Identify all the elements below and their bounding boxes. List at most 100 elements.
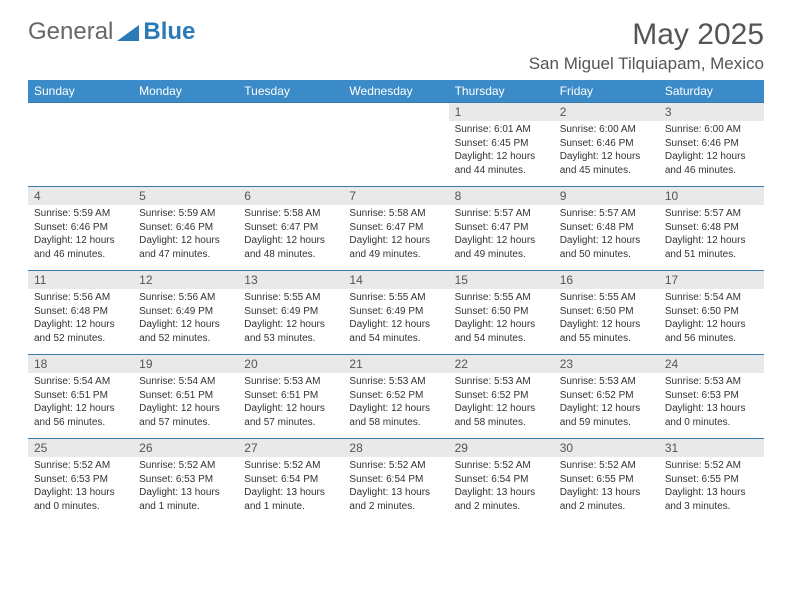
sunset-text: Sunset: 6:55 PM [560, 473, 653, 487]
sunset-text: Sunset: 6:50 PM [455, 305, 548, 319]
day-info: Sunrise: 5:52 AMSunset: 6:55 PMDaylight:… [659, 457, 764, 517]
calendar-cell: 14Sunrise: 5:55 AMSunset: 6:49 PMDayligh… [343, 271, 448, 355]
day-info: Sunrise: 5:55 AMSunset: 6:49 PMDaylight:… [343, 289, 448, 349]
day-number: 23 [554, 355, 659, 373]
day-info: Sunrise: 5:54 AMSunset: 6:51 PMDaylight:… [133, 373, 238, 433]
day-number: 4 [28, 187, 133, 205]
calendar-cell: 18Sunrise: 5:54 AMSunset: 6:51 PMDayligh… [28, 355, 133, 439]
day-number: 18 [28, 355, 133, 373]
month-title: May 2025 [529, 18, 764, 52]
sunrise-text: Sunrise: 6:00 AM [665, 123, 758, 137]
day-info: Sunrise: 5:57 AMSunset: 6:48 PMDaylight:… [554, 205, 659, 265]
sunrise-text: Sunrise: 5:57 AM [560, 207, 653, 221]
day-info: Sunrise: 5:52 AMSunset: 6:53 PMDaylight:… [28, 457, 133, 517]
day-info: Sunrise: 5:56 AMSunset: 6:49 PMDaylight:… [133, 289, 238, 349]
calendar-cell: 1Sunrise: 6:01 AMSunset: 6:45 PMDaylight… [449, 103, 554, 187]
sunrise-text: Sunrise: 5:54 AM [665, 291, 758, 305]
calendar-cell: 5Sunrise: 5:59 AMSunset: 6:46 PMDaylight… [133, 187, 238, 271]
day-info: Sunrise: 5:57 AMSunset: 6:47 PMDaylight:… [449, 205, 554, 265]
day-number: 6 [238, 187, 343, 205]
day-number: 22 [449, 355, 554, 373]
calendar-cell: 4Sunrise: 5:59 AMSunset: 6:46 PMDaylight… [28, 187, 133, 271]
header: General Blue May 2025 San Miguel Tilquia… [28, 18, 764, 74]
sunrise-text: Sunrise: 5:58 AM [244, 207, 337, 221]
sunset-text: Sunset: 6:48 PM [34, 305, 127, 319]
day-number: 12 [133, 271, 238, 289]
sunset-text: Sunset: 6:48 PM [665, 221, 758, 235]
day-info: Sunrise: 5:55 AMSunset: 6:50 PMDaylight:… [554, 289, 659, 349]
day-info: Sunrise: 5:55 AMSunset: 6:50 PMDaylight:… [449, 289, 554, 349]
sunrise-text: Sunrise: 5:52 AM [560, 459, 653, 473]
sunset-text: Sunset: 6:46 PM [665, 137, 758, 151]
sunset-text: Sunset: 6:48 PM [560, 221, 653, 235]
title-block: May 2025 San Miguel Tilquiapam, Mexico [529, 18, 764, 74]
day-number: 8 [449, 187, 554, 205]
day-number: 10 [659, 187, 764, 205]
day-header: Wednesday [343, 80, 448, 103]
day-number: 26 [133, 439, 238, 457]
calendar-cell: 29Sunrise: 5:52 AMSunset: 6:54 PMDayligh… [449, 439, 554, 523]
day-info: Sunrise: 5:53 AMSunset: 6:52 PMDaylight:… [554, 373, 659, 433]
logo-text-general: General [28, 18, 113, 46]
day-header: Saturday [659, 80, 764, 103]
daylight-text: Daylight: 12 hours and 50 minutes. [560, 234, 653, 261]
day-info: Sunrise: 5:59 AMSunset: 6:46 PMDaylight:… [133, 205, 238, 265]
day-number: 2 [554, 103, 659, 121]
sunset-text: Sunset: 6:47 PM [455, 221, 548, 235]
day-number: 30 [554, 439, 659, 457]
daylight-text: Daylight: 13 hours and 2 minutes. [560, 486, 653, 513]
calendar-cell: 6Sunrise: 5:58 AMSunset: 6:47 PMDaylight… [238, 187, 343, 271]
sunset-text: Sunset: 6:45 PM [455, 137, 548, 151]
day-info: Sunrise: 6:01 AMSunset: 6:45 PMDaylight:… [449, 121, 554, 181]
calendar-cell: 28Sunrise: 5:52 AMSunset: 6:54 PMDayligh… [343, 439, 448, 523]
sunrise-text: Sunrise: 5:53 AM [455, 375, 548, 389]
calendar-cell: 22Sunrise: 5:53 AMSunset: 6:52 PMDayligh… [449, 355, 554, 439]
calendar-cell: 27Sunrise: 5:52 AMSunset: 6:54 PMDayligh… [238, 439, 343, 523]
calendar-cell: 25Sunrise: 5:52 AMSunset: 6:53 PMDayligh… [28, 439, 133, 523]
day-info: Sunrise: 5:52 AMSunset: 6:54 PMDaylight:… [449, 457, 554, 517]
calendar-cell: 23Sunrise: 5:53 AMSunset: 6:52 PMDayligh… [554, 355, 659, 439]
daylight-text: Daylight: 13 hours and 0 minutes. [665, 402, 758, 429]
day-number: 11 [28, 271, 133, 289]
calendar-cell: 9Sunrise: 5:57 AMSunset: 6:48 PMDaylight… [554, 187, 659, 271]
sunrise-text: Sunrise: 5:53 AM [349, 375, 442, 389]
calendar-cell: 8Sunrise: 5:57 AMSunset: 6:47 PMDaylight… [449, 187, 554, 271]
sunrise-text: Sunrise: 5:55 AM [455, 291, 548, 305]
day-header: Monday [133, 80, 238, 103]
day-info: Sunrise: 5:57 AMSunset: 6:48 PMDaylight:… [659, 205, 764, 265]
sunrise-text: Sunrise: 5:53 AM [560, 375, 653, 389]
sunset-text: Sunset: 6:55 PM [665, 473, 758, 487]
sunrise-text: Sunrise: 5:52 AM [34, 459, 127, 473]
sunrise-text: Sunrise: 5:52 AM [139, 459, 232, 473]
logo-triangle-icon [117, 23, 139, 41]
sunset-text: Sunset: 6:50 PM [665, 305, 758, 319]
daylight-text: Daylight: 13 hours and 3 minutes. [665, 486, 758, 513]
daylight-text: Daylight: 12 hours and 49 minutes. [455, 234, 548, 261]
daylight-text: Daylight: 12 hours and 59 minutes. [560, 402, 653, 429]
sunrise-text: Sunrise: 5:54 AM [34, 375, 127, 389]
day-number: 20 [238, 355, 343, 373]
day-info: Sunrise: 6:00 AMSunset: 6:46 PMDaylight:… [554, 121, 659, 181]
day-info: Sunrise: 5:53 AMSunset: 6:52 PMDaylight:… [343, 373, 448, 433]
daylight-text: Daylight: 12 hours and 57 minutes. [244, 402, 337, 429]
calendar-cell [28, 103, 133, 187]
daylight-text: Daylight: 12 hours and 46 minutes. [665, 150, 758, 177]
calendar-cell [133, 103, 238, 187]
sunset-text: Sunset: 6:47 PM [349, 221, 442, 235]
sunrise-text: Sunrise: 5:55 AM [560, 291, 653, 305]
daylight-text: Daylight: 12 hours and 44 minutes. [455, 150, 548, 177]
sunset-text: Sunset: 6:47 PM [244, 221, 337, 235]
daylight-text: Daylight: 12 hours and 52 minutes. [139, 318, 232, 345]
location-subtitle: San Miguel Tilquiapam, Mexico [529, 54, 764, 74]
daylight-text: Daylight: 13 hours and 0 minutes. [34, 486, 127, 513]
sunrise-text: Sunrise: 5:56 AM [139, 291, 232, 305]
daylight-text: Daylight: 12 hours and 46 minutes. [34, 234, 127, 261]
calendar-cell: 7Sunrise: 5:58 AMSunset: 6:47 PMDaylight… [343, 187, 448, 271]
day-number: 21 [343, 355, 448, 373]
day-info: Sunrise: 5:52 AMSunset: 6:53 PMDaylight:… [133, 457, 238, 517]
sunrise-text: Sunrise: 5:53 AM [244, 375, 337, 389]
daylight-text: Daylight: 13 hours and 1 minute. [244, 486, 337, 513]
daylight-text: Daylight: 13 hours and 1 minute. [139, 486, 232, 513]
sunset-text: Sunset: 6:46 PM [139, 221, 232, 235]
day-info: Sunrise: 5:58 AMSunset: 6:47 PMDaylight:… [238, 205, 343, 265]
